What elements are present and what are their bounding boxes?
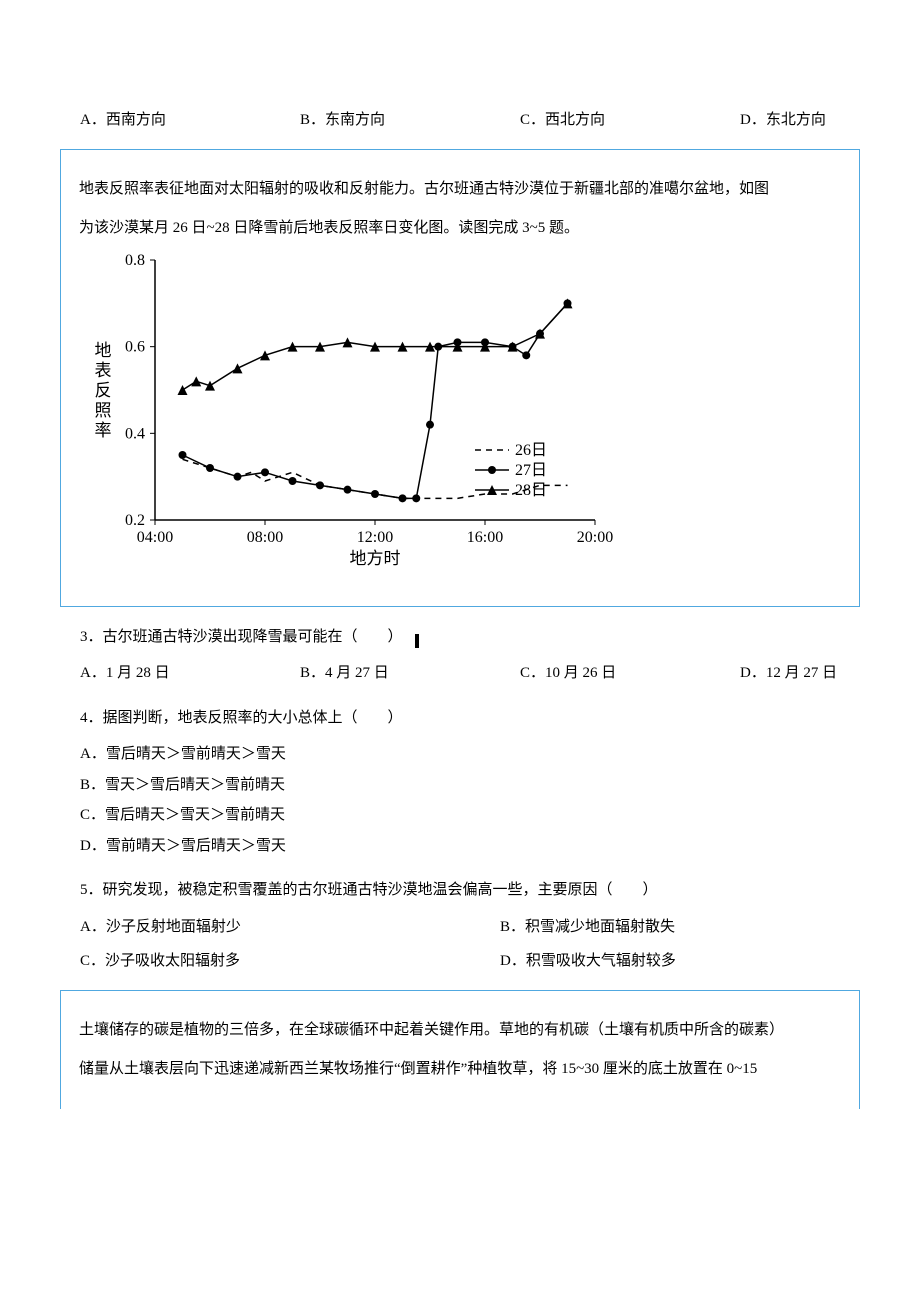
passage-box-1: 地表反照率表征地面对太阳辐射的吸收和反射能力。古尔班通古特沙漠位于新疆北部的准噶… — [60, 149, 860, 607]
passage-text-line: 为该沙漠某月 26 日~28 日降雪前后地表反照率日变化图。读图完成 3~5 题… — [79, 209, 841, 248]
q3-stem: 3．古尔班通古特沙漠出现降雪最可能在（ ） — [80, 623, 860, 652]
svg-text:28日: 28日 — [515, 482, 547, 499]
svg-text:20:00: 20:00 — [577, 529, 613, 546]
option-d: D．积雪吸收大气辐射较多 — [500, 947, 920, 976]
option-b: B．4 月 27 日 — [300, 659, 520, 688]
q5-options-row1: A．沙子反射地面辐射少 B．积雪减少地面辐射散失 — [80, 913, 860, 942]
option-d: D．雪前晴天＞雪后晴天＞雪天 — [80, 832, 860, 861]
passage-text-line: 储量从土壤表层向下迅速递减新西兰某牧场推行“倒置耕作”种植牧草，将 15~30 … — [79, 1050, 841, 1089]
svg-text:27日: 27日 — [515, 462, 547, 479]
svg-text:反: 反 — [95, 381, 112, 400]
option-a: A．西南方向 — [80, 106, 300, 135]
option-d: D．12 月 27 日 — [740, 659, 880, 688]
svg-text:08:00: 08:00 — [247, 529, 283, 546]
q3-options: A．1 月 28 日 B．4 月 27 日 C．10 月 26 日 D．12 月… — [80, 659, 860, 688]
albedo-line-chart: 0.2 0.4 0.6 0.8 04:00 08:00 12:00 16:00 20:00 地方时… — [85, 250, 625, 570]
svg-text:16:00: 16:00 — [467, 529, 503, 546]
q3-stem-text: 3．古尔班通古特沙漠出现降雪最可能在（ ） — [80, 629, 403, 645]
q5-stem: 5．研究发现，被稳定积雪覆盖的古尔班通古特沙漠地温会偏高一些，主要原因（ ） — [80, 876, 860, 905]
svg-text:26日: 26日 — [515, 442, 547, 459]
passage-text-line: 地表反照率表征地面对太阳辐射的吸收和反射能力。古尔班通古特沙漠位于新疆北部的准噶… — [79, 170, 841, 209]
option-c: C．西北方向 — [520, 106, 740, 135]
option-d: D．东北方向 — [740, 106, 880, 135]
svg-text:照: 照 — [95, 401, 112, 420]
option-b: B．雪天＞雪后晴天＞雪前晴天 — [80, 771, 860, 800]
chart-container: 0.2 0.4 0.6 0.8 04:00 08:00 12:00 16:00 20:00 地方时… — [85, 250, 841, 586]
option-c: C．雪后晴天＞雪天＞雪前晴天 — [80, 801, 860, 830]
svg-text:04:00: 04:00 — [137, 529, 173, 546]
svg-text:地: 地 — [95, 341, 112, 360]
option-b: B．积雪减少地面辐射散失 — [500, 913, 920, 942]
option-a: A．雪后晴天＞雪前晴天＞雪天 — [80, 740, 860, 769]
q4-options: A．雪后晴天＞雪前晴天＞雪天 B．雪天＞雪后晴天＞雪前晴天 C．雪后晴天＞雪天＞… — [80, 740, 860, 860]
q4-stem: 4．据图判断，地表反照率的大小总体上（ ） — [80, 704, 860, 733]
option-b: B．东南方向 — [300, 106, 520, 135]
passage-text-line: 土壤储存的碳是植物的三倍多，在全球碳循环中起着关键作用。草地的有机碳（土壤有机质… — [79, 1011, 841, 1050]
pointer-icon — [412, 630, 422, 644]
svg-text:地方时: 地方时 — [350, 549, 401, 568]
svg-text:0.2: 0.2 — [125, 512, 145, 529]
svg-text:表: 表 — [95, 361, 112, 380]
svg-text:0.8: 0.8 — [125, 252, 145, 269]
option-a: A．1 月 28 日 — [80, 659, 300, 688]
q-prev-options: A．西南方向 B．东南方向 C．西北方向 D．东北方向 — [80, 106, 860, 135]
q5-options-row2: C．沙子吸收太阳辐射多 D．积雪吸收大气辐射较多 — [80, 947, 860, 976]
svg-text:12:00: 12:00 — [357, 529, 393, 546]
option-a: A．沙子反射地面辐射少 — [80, 913, 500, 942]
svg-text:0.4: 0.4 — [125, 425, 145, 442]
passage-box-2: 土壤储存的碳是植物的三倍多，在全球碳循环中起着关键作用。草地的有机碳（土壤有机质… — [60, 990, 860, 1109]
svg-text:0.6: 0.6 — [125, 338, 145, 355]
option-c: C．10 月 26 日 — [520, 659, 740, 688]
svg-text:率: 率 — [95, 421, 112, 440]
option-c: C．沙子吸收太阳辐射多 — [80, 947, 500, 976]
